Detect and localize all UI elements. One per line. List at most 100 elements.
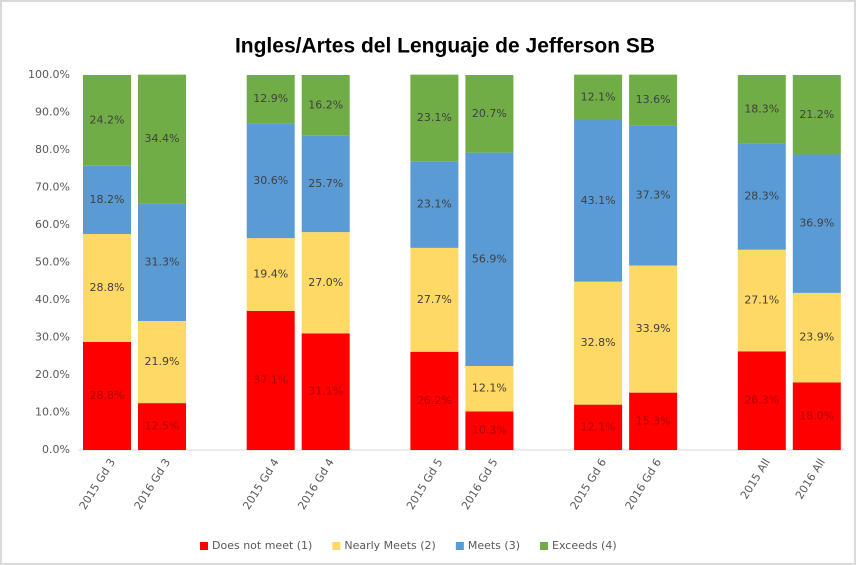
data-label: 16.2% xyxy=(308,98,343,111)
legend-swatch xyxy=(332,542,341,550)
legend-label: Meets (3) xyxy=(468,539,520,552)
data-label: 23.1% xyxy=(417,111,452,124)
data-label: 19.4% xyxy=(253,268,288,281)
bar-segment xyxy=(629,74,678,126)
y-tick-label: 80.0% xyxy=(35,143,70,156)
data-label: 31.3% xyxy=(145,255,180,268)
data-label: 56.9% xyxy=(472,252,507,265)
data-label: 13.6% xyxy=(636,93,671,106)
data-label: 27.0% xyxy=(308,276,343,289)
data-label: 18.3% xyxy=(744,102,779,115)
y-tick-label: 10.0% xyxy=(35,406,70,419)
data-label: 18.0% xyxy=(799,409,834,422)
data-label: 18.2% xyxy=(90,193,125,206)
y-tick-label: 40.0% xyxy=(35,293,70,306)
legend-swatch xyxy=(455,542,464,550)
bar-segment xyxy=(465,366,514,412)
bar-segment xyxy=(629,125,678,266)
data-label: 24.2% xyxy=(90,113,125,126)
bar-segment xyxy=(574,404,623,450)
y-tick-label: 90.0% xyxy=(35,106,70,119)
bar-segment xyxy=(246,238,295,311)
bar-segment xyxy=(246,123,295,239)
y-tick-label: 100.0% xyxy=(28,68,70,81)
legend-label: Does not meet (1) xyxy=(212,539,312,552)
data-label: 27.7% xyxy=(417,293,452,306)
data-label: 28.8% xyxy=(90,281,125,294)
bar-segment xyxy=(410,74,459,162)
legend-label: Nearly Meets (2) xyxy=(344,539,435,552)
data-label: 12.9% xyxy=(253,92,288,105)
data-label: 12.5% xyxy=(145,420,180,433)
data-label: 28.8% xyxy=(90,389,125,402)
bar-segment xyxy=(246,310,295,450)
bar-segment xyxy=(301,232,350,334)
chart-title: Ingles/Artes del Lenguaje de Jefferson S… xyxy=(235,35,655,58)
data-label: 15.3% xyxy=(636,414,671,427)
bar-segment xyxy=(138,403,186,450)
data-label: 36.9% xyxy=(799,217,834,230)
bar-segment xyxy=(465,152,514,366)
data-label: 21.2% xyxy=(799,108,834,121)
y-tick-label: 50.0% xyxy=(35,256,70,269)
data-label: 27.1% xyxy=(744,294,779,307)
data-label: 12.1% xyxy=(581,420,616,433)
bar-segment xyxy=(574,74,623,120)
bar-segment xyxy=(83,165,131,234)
bar-segment xyxy=(792,292,841,383)
bar-segment xyxy=(737,143,786,250)
data-label: 37.1% xyxy=(253,373,288,386)
data-label: 21.9% xyxy=(145,355,180,368)
bar-segment xyxy=(737,75,786,144)
data-label: 33.9% xyxy=(636,322,671,335)
data-label: 32.8% xyxy=(581,336,616,349)
data-label: 12.1% xyxy=(581,90,616,103)
bar-segment xyxy=(410,351,459,450)
bar-segment xyxy=(792,75,841,155)
bar-segment xyxy=(246,75,295,124)
data-label: 26.2% xyxy=(417,394,452,407)
data-label: 30.6% xyxy=(253,174,288,187)
bar-segment xyxy=(792,382,841,450)
bar-segment xyxy=(410,161,459,248)
bar-segment xyxy=(792,154,841,293)
bar-segment xyxy=(83,342,131,450)
bar-segment xyxy=(465,411,514,450)
data-label: 10.3% xyxy=(472,424,507,437)
data-label: 28.3% xyxy=(744,190,779,203)
data-label: 25.7% xyxy=(308,177,343,190)
bar-segment xyxy=(465,75,514,153)
y-tick-label: 30.0% xyxy=(35,331,70,344)
y-tick-label: 60.0% xyxy=(35,218,70,231)
bar-segment xyxy=(83,234,131,342)
bar-segment xyxy=(301,333,350,450)
bar-segment xyxy=(301,75,350,136)
data-label: 43.1% xyxy=(581,194,616,207)
bar-segment xyxy=(138,203,186,321)
data-label: 23.9% xyxy=(799,331,834,344)
y-tick-label: 20.0% xyxy=(35,368,70,381)
bar-segment xyxy=(737,249,786,352)
data-label: 37.3% xyxy=(636,189,671,202)
legend-swatch xyxy=(200,542,208,550)
bar-segment xyxy=(574,120,623,282)
y-tick-label: 70.0% xyxy=(35,181,70,194)
bar-segment xyxy=(629,265,678,393)
bar-segment xyxy=(138,74,186,204)
bar-segment xyxy=(138,321,186,404)
legend-swatch xyxy=(540,542,548,550)
data-label: 20.7% xyxy=(472,107,507,120)
data-label: 31.1% xyxy=(308,385,343,398)
bar-segment xyxy=(629,392,678,450)
y-tick-label: 0.0% xyxy=(42,443,70,456)
bar-segment xyxy=(737,351,786,450)
bar-segment xyxy=(83,75,131,166)
bar-segment xyxy=(574,281,623,405)
data-label: 12.1% xyxy=(472,382,507,395)
data-label: 26.3% xyxy=(744,394,779,407)
bar-segment xyxy=(301,135,350,233)
data-label: 23.1% xyxy=(417,198,452,211)
legend-label: Exceeds (4) xyxy=(552,539,617,552)
data-label: 34.4% xyxy=(145,132,180,145)
